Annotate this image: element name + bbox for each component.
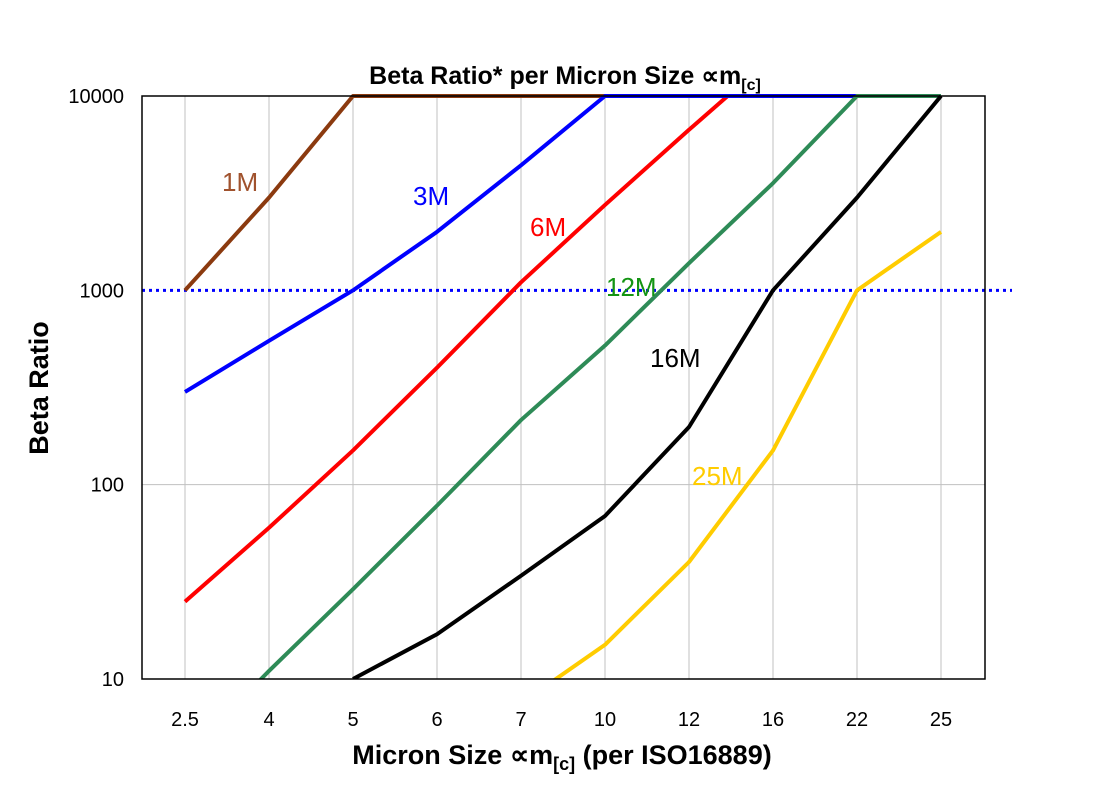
series-lines — [183, 94, 943, 679]
x-tick-label: 7 — [515, 709, 526, 731]
x-tick-label: 12 — [678, 709, 700, 731]
series-line-25M — [552, 230, 943, 679]
series-label-25M: 25M — [692, 461, 743, 491]
series-line-16M — [352, 94, 943, 679]
x-tick-label: 6 — [431, 709, 442, 731]
x-tick-label: 10 — [594, 709, 616, 731]
plot-frame — [141, 95, 986, 680]
y-tick-label: 100 — [91, 475, 124, 497]
y-axis-title: Beta Ratio — [24, 321, 54, 455]
series-label-3M: 3M — [413, 181, 449, 211]
y-tick-label: 1000 — [80, 280, 125, 302]
series-labels: 1M 6M 3M 12M 16M 25M — [222, 167, 743, 491]
series-label-16M: 16M — [650, 343, 701, 373]
series-label-1M: 1M — [222, 167, 258, 197]
x-axis-title: Micron Size ∝m[c] (per ISO16889) — [352, 740, 771, 774]
x-tick-labels: 2.5 4 5 6 7 10 12 16 22 25 — [171, 709, 952, 731]
x-tick-label: 2.5 — [171, 709, 199, 731]
x-tick-label: 16 — [762, 709, 784, 731]
series-line-12M — [258, 94, 941, 679]
series-label-12M: 12M — [606, 272, 657, 302]
chart-title: Beta Ratio* per Micron Size ∝m[c] — [369, 62, 761, 94]
x-tick-label: 5 — [347, 709, 358, 731]
series-line-6M — [183, 94, 733, 604]
y-tick-labels: 10 100 1000 10000 — [68, 86, 124, 691]
gridlines — [142, 96, 1012, 679]
x-tick-label: 25 — [930, 709, 952, 731]
x-tick-label: 22 — [846, 709, 868, 731]
x-tick-label: 4 — [263, 709, 274, 731]
series-label-6M: 6M — [530, 212, 566, 242]
y-tick-label: 10 — [102, 669, 124, 691]
y-tick-label: 10000 — [68, 86, 124, 108]
